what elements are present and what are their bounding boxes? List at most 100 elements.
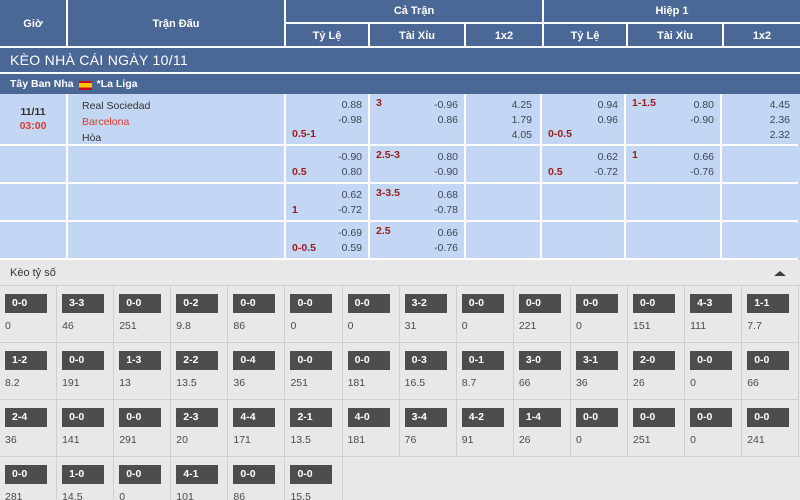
score-badge: 2-0: [633, 351, 676, 371]
h1-handicap-cell-2[interactable]: 0.5 0.62 -0.72: [542, 146, 626, 184]
score-cell[interactable]: 3-2 31: [399, 286, 457, 343]
score-cell[interactable]: 0-0 151: [628, 286, 686, 343]
score-odd: 281: [5, 491, 23, 500]
ft-handicap-line-1: 0.5-1: [292, 128, 316, 140]
score-cell[interactable]: 0-0 0: [342, 286, 400, 343]
team-home: Real Sociedad: [82, 100, 151, 112]
score-cell[interactable]: 0-0 291: [114, 400, 172, 457]
score-cell[interactable]: 3-1 36: [570, 343, 629, 400]
score-badge: 3-3: [62, 294, 105, 314]
score-cell[interactable]: 0-0 0: [0, 286, 58, 343]
score-cell-empty: [742, 457, 800, 500]
score-cell[interactable]: 2-2 13.5: [171, 343, 229, 400]
score-cell[interactable]: 0-1 8.7: [456, 343, 514, 400]
score-badge: 0-0: [290, 465, 333, 485]
score-cell[interactable]: 4-3 111: [685, 286, 743, 343]
ft-overunder-odd-over-3: 0.68: [437, 189, 458, 201]
score-cell[interactable]: 0-0 0: [114, 457, 172, 500]
score-cell[interactable]: 0-0 251: [114, 286, 172, 343]
score-cell-empty: [513, 457, 571, 500]
score-cell[interactable]: 0-0 86: [228, 286, 286, 343]
score-cell[interactable]: 1-1 7.7: [742, 286, 800, 343]
ft-handicap-cell-4[interactable]: 0-0.5 -0.69 0.59: [286, 222, 370, 260]
score-odd: 0: [575, 434, 582, 447]
score-cell[interactable]: 0-0 0: [685, 343, 743, 400]
score-cell[interactable]: 2-1 13.5: [285, 400, 343, 457]
score-cell[interactable]: 0-0 0: [570, 400, 629, 457]
h1-handicap-cell-4: [542, 222, 626, 260]
ft-handicap-odd-home-3: 0.62: [341, 189, 362, 201]
score-cell[interactable]: 4-2 91: [456, 400, 514, 457]
score-cell[interactable]: 0-0 0: [570, 286, 629, 343]
league-bar[interactable]: Tây Ban Nha *La Liga: [0, 74, 800, 94]
header-ft-handicap: Tỷ Lệ: [286, 24, 370, 48]
score-odd: 20: [176, 434, 188, 447]
score-cell[interactable]: 0-0 66: [742, 343, 800, 400]
score-cell[interactable]: 2-3 20: [171, 400, 229, 457]
ft-handicap-line-2: 0.5: [292, 166, 307, 178]
score-cell[interactable]: 1-2 8.2: [0, 343, 58, 400]
score-cell[interactable]: 1-4 26: [513, 400, 571, 457]
ft-handicap-cell-1[interactable]: 0.5-1 0.88 -0.98: [286, 94, 370, 146]
score-cell[interactable]: 4-1 101: [171, 457, 229, 500]
ft-overunder-cell-2[interactable]: 2.5-3 0.80 -0.90: [370, 146, 466, 184]
h1-1x2-cell-1[interactable]: 4.45 2.36 2.32: [722, 94, 798, 146]
score-badge: 0-1: [461, 351, 504, 371]
score-cell[interactable]: 3-3 46: [57, 286, 115, 343]
ft-1x2-cell-3: [466, 184, 542, 222]
h1-overunder-line-2: 1: [632, 149, 638, 161]
score-cell[interactable]: 1-3 13: [114, 343, 172, 400]
h1-handicap-cell-1[interactable]: 0-0.5 0.94 0.96: [542, 94, 626, 146]
score-odd: 251: [119, 320, 137, 333]
score-cell[interactable]: 0-3 16.5: [399, 343, 457, 400]
h1-overunder-cell-2[interactable]: 1 0.66 -0.76: [626, 146, 722, 184]
score-odd: 221: [518, 320, 537, 333]
score-cell[interactable]: 0-0 15.5: [285, 457, 343, 500]
score-cell[interactable]: 4-4 171: [228, 400, 286, 457]
score-cell[interactable]: 2-4 36: [0, 400, 58, 457]
ft-overunder-cell-3[interactable]: 3-3.5 0.68 -0.78: [370, 184, 466, 222]
ft-1x2-cell-1[interactable]: 4.25 1.79 4.05: [466, 94, 542, 146]
score-cell[interactable]: 1-0 14.5: [57, 457, 115, 500]
score-cell[interactable]: 0-0 0: [285, 286, 343, 343]
score-cell[interactable]: 0-0 181: [342, 343, 400, 400]
score-cell[interactable]: 0-0 0: [685, 400, 743, 457]
score-odd: 7.7: [747, 320, 762, 333]
h1-handicap-line-2: 0.5: [548, 166, 563, 178]
odds-row: 0.5 -0.90 0.80 2.5-3 0.80 -0.90 0.5 0.62…: [0, 146, 800, 184]
score-cell[interactable]: 3-0 66: [513, 343, 571, 400]
score-cell[interactable]: 4-0 181: [342, 400, 400, 457]
ft-handicap-odd-home-2: -0.90: [338, 151, 362, 163]
score-cell[interactable]: 0-0 241: [742, 400, 800, 457]
score-odd: 0: [347, 320, 354, 333]
ft-handicap-cell-2[interactable]: 0.5 -0.90 0.80: [286, 146, 370, 184]
ft-overunder-cell-4[interactable]: 2.5 0.66 -0.76: [370, 222, 466, 260]
score-cell[interactable]: 0-0 141: [57, 400, 115, 457]
score-cell[interactable]: 0-4 36: [228, 343, 286, 400]
score-badge: 3-0: [518, 351, 561, 371]
score-cell[interactable]: 3-4 76: [399, 400, 457, 457]
ft-overunder-line-4: 2.5: [376, 225, 391, 237]
score-cell[interactable]: 0-0 86: [228, 457, 286, 500]
score-row: 1-2 8.2 0-0 191 1-3 13 2-2 13.5 0-4 36 0-0 251 0-0 18…: [0, 343, 800, 400]
score-cell[interactable]: 0-0 221: [513, 286, 571, 343]
h1-overunder-cell-1[interactable]: 1-1.5 0.80 -0.90: [626, 94, 722, 146]
score-cell[interactable]: 0-0 251: [285, 343, 343, 400]
score-cell[interactable]: 2-0 26: [628, 343, 686, 400]
correct-score-header[interactable]: Kèo tỷ số: [0, 260, 800, 286]
score-odd: 191: [62, 377, 80, 390]
ft-overunder-cell-1[interactable]: 3 -0.96 0.86: [370, 94, 466, 146]
chevron-up-icon[interactable]: [774, 271, 786, 276]
score-cell[interactable]: 0-2 9.8: [171, 286, 229, 343]
score-cell[interactable]: 0-0 0: [456, 286, 514, 343]
ft-handicap-cell-3[interactable]: 1 0.62 -0.72: [286, 184, 370, 222]
score-cell[interactable]: 0-0 191: [57, 343, 115, 400]
score-odd: 14.5: [62, 491, 83, 500]
league-country: Tây Ban Nha: [10, 78, 74, 90]
score-cell[interactable]: 0-0 281: [0, 457, 58, 500]
score-cell[interactable]: 0-0 251: [628, 400, 686, 457]
score-odd: 291: [119, 434, 137, 447]
score-odd: 111: [690, 320, 707, 333]
score-odd: 8.2: [5, 377, 20, 390]
